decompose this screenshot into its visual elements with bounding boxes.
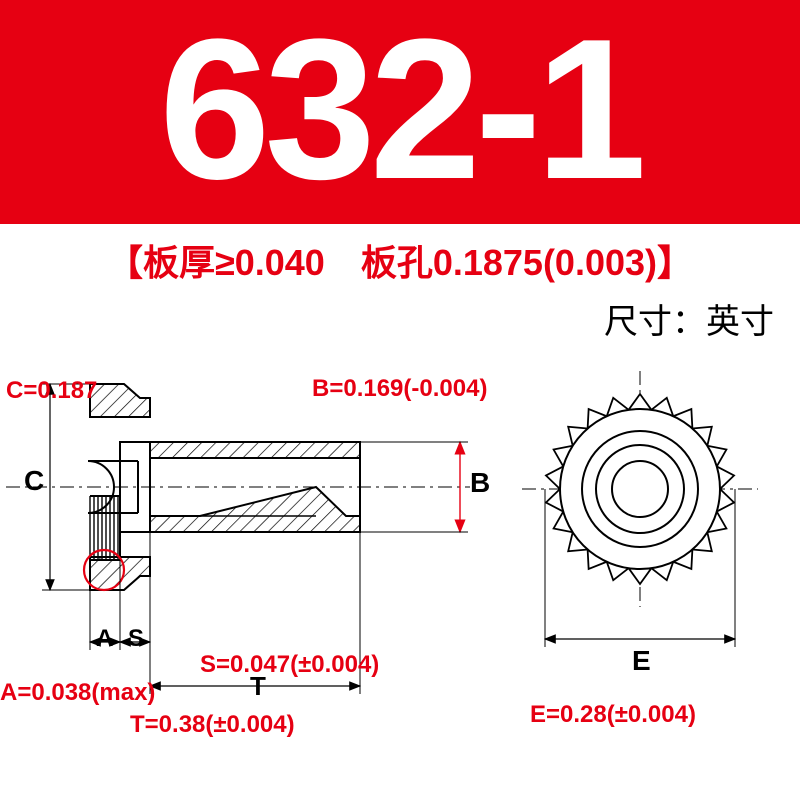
dim-a-label: A=0.038(max) <box>0 679 155 707</box>
dim-e-letter: E <box>632 645 651 677</box>
dim-a-letter: A <box>96 625 113 653</box>
dim-b-label: B=0.169(-0.004) <box>312 375 487 403</box>
technical-diagram: C=0.187 C B=0.169(-0.004) B A A=0.038(ma… <box>0 349 800 789</box>
part-number: 632-1 <box>0 10 800 210</box>
dim-b-letter: B <box>470 467 490 499</box>
dim-s-letter: S <box>128 625 144 653</box>
front-view <box>522 371 758 647</box>
spec-line: 【板厚≥0.040 板孔0.1875(0.003)】 <box>0 234 800 286</box>
dim-c-letter: C <box>24 465 44 497</box>
dim-e-label: E=0.28(±0.004) <box>530 701 696 729</box>
header-banner: 632-1 <box>0 0 800 224</box>
dim-c-label: C=0.187 <box>6 377 97 405</box>
side-view <box>6 384 470 694</box>
dim-t-letter: T <box>250 671 266 702</box>
dim-s-label: S=0.047(±0.004) <box>200 651 379 679</box>
unit-line: 尺寸：英寸 <box>0 294 774 343</box>
dim-t-label: T=0.38(±0.004) <box>130 711 295 739</box>
